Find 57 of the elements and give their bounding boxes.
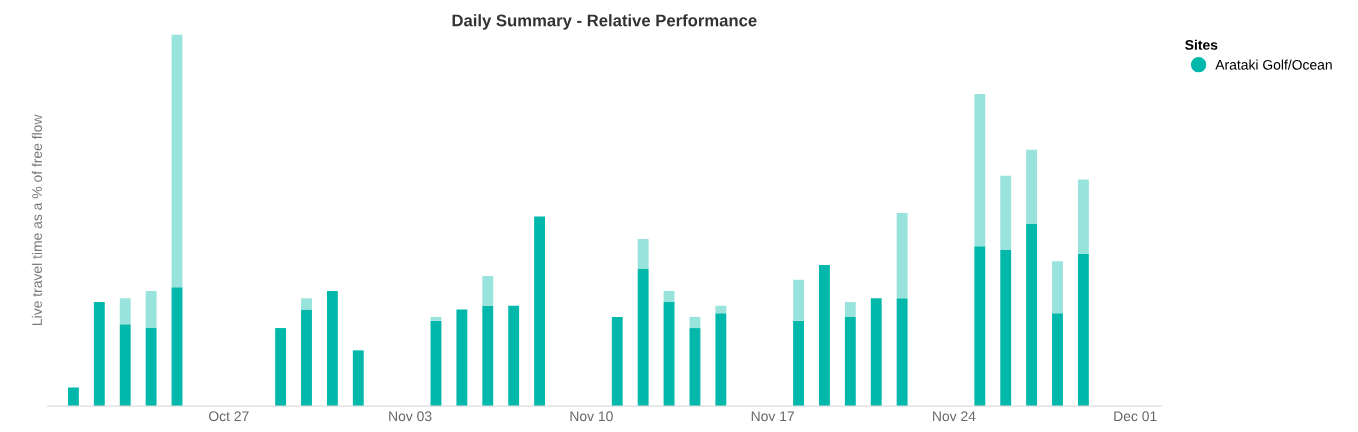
bar	[1000, 175, 1012, 251]
bar	[93, 302, 105, 407]
x-tick-label: Nov 17	[751, 411, 794, 422]
bar	[1077, 253, 1089, 407]
bar	[119, 324, 131, 407]
x-tick-label: Dec 01	[1114, 411, 1157, 422]
bar	[534, 216, 546, 407]
bar	[870, 298, 882, 407]
bar	[145, 328, 157, 407]
bar	[663, 302, 675, 407]
chart-title: Daily Summary - Relative Performance	[452, 14, 757, 30]
bar	[326, 290, 338, 407]
bar	[611, 316, 623, 407]
bar	[844, 316, 856, 407]
bar	[793, 279, 804, 321]
bar	[715, 305, 727, 314]
x-tick-label: Oct 27	[209, 411, 249, 422]
bar	[896, 298, 908, 407]
bar	[689, 328, 701, 407]
bar	[896, 212, 908, 299]
bar	[275, 328, 287, 407]
bar	[663, 290, 675, 303]
y-axis-title: Live travel time as a % of free flow	[31, 114, 43, 325]
x-tick-label: Nov 03	[389, 411, 432, 422]
bar	[352, 350, 364, 407]
x-tick-label: Nov 24	[933, 411, 976, 422]
bar	[1077, 179, 1089, 254]
bar	[974, 94, 986, 247]
bar	[689, 316, 701, 329]
bar	[430, 316, 442, 321]
bar	[430, 320, 442, 407]
bar	[637, 238, 649, 269]
bar	[301, 298, 312, 310]
bar	[456, 309, 468, 407]
x-tick-label: Nov 10	[570, 411, 613, 422]
bar	[301, 309, 312, 407]
bar	[715, 313, 727, 407]
bar	[482, 276, 494, 306]
bar	[482, 305, 494, 407]
bar	[1026, 224, 1038, 407]
legend-label: Arataki Golf/Ocean	[1215, 59, 1332, 70]
bar	[1052, 313, 1063, 407]
bar	[844, 302, 856, 317]
bar	[818, 264, 830, 407]
bar	[171, 287, 183, 407]
bar	[145, 290, 157, 329]
bar	[1052, 261, 1063, 314]
bar	[67, 387, 79, 407]
bar	[974, 246, 986, 407]
bar	[1000, 250, 1012, 407]
bar	[119, 298, 131, 325]
bar	[508, 305, 520, 407]
legend-title: Sites	[1185, 39, 1218, 50]
bar	[637, 268, 649, 407]
bar	[793, 320, 804, 407]
bar	[171, 34, 183, 288]
bar	[1026, 149, 1038, 225]
